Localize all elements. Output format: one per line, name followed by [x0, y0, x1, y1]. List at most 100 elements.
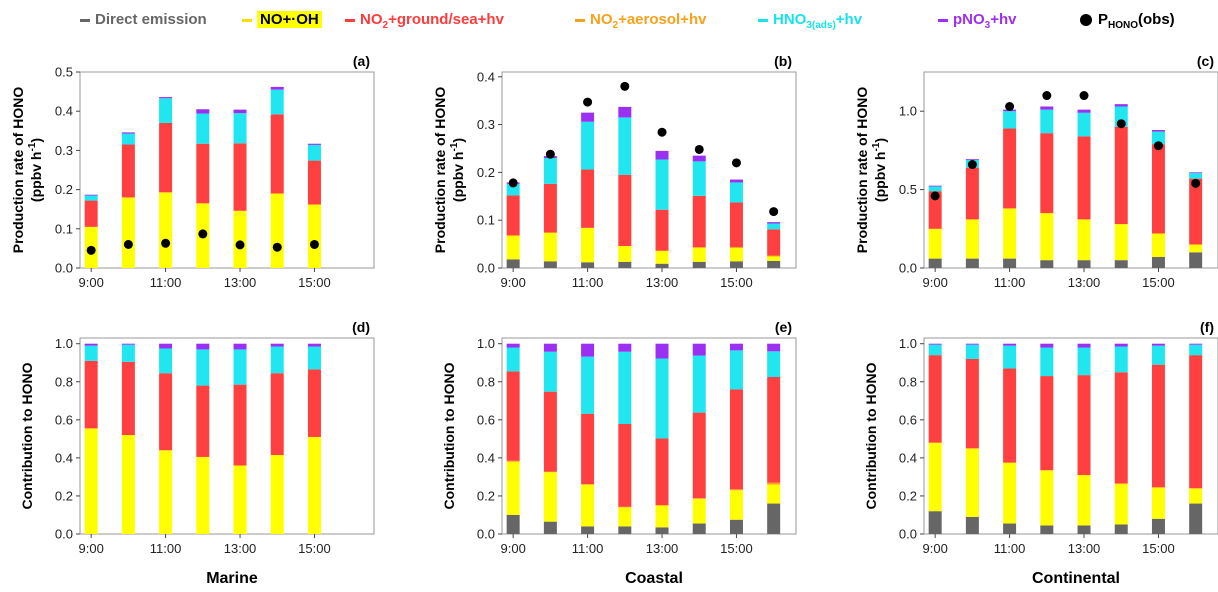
bar-segment-direct [1114, 524, 1128, 534]
bar-segment-nooh [581, 227, 595, 263]
legend-item-aerosol: NO2+aerosol+hv [575, 11, 706, 31]
bar-segment-hno3 [729, 182, 743, 203]
x-tick-label: 11:00 [572, 541, 604, 556]
y-tick-label: 0.4 [477, 450, 495, 465]
x-tick-label: 11:00 [150, 541, 182, 556]
legend-dash-icon [345, 18, 355, 22]
panel-label: (c) [1197, 53, 1214, 69]
y-tick-label: 0.4 [55, 450, 73, 465]
bar-segment-pno3 [692, 155, 706, 162]
bar-segment-direct [581, 262, 595, 268]
bar-segment-nooh [84, 428, 98, 534]
x-tick-label: 11:00 [994, 275, 1026, 290]
y-axis-title: Production rate of HONO [432, 87, 448, 254]
bar-segment-nooh [506, 235, 520, 260]
bar-segment-nooh [121, 197, 135, 268]
y-tick-label: 1.0 [899, 336, 917, 351]
bar-segment-hno3 [506, 347, 520, 372]
bar-segment-ground [618, 174, 632, 247]
bar-segment-direct [655, 527, 669, 534]
bar-segment-hno3 [307, 346, 321, 370]
y-tick-label: 1.0 [899, 104, 917, 119]
bar-segment-ground [1077, 375, 1091, 476]
y-tick-label: 0.5 [55, 65, 73, 80]
bar-segment-nooh [270, 193, 284, 268]
bar-segment-hno3 [767, 223, 781, 230]
bar-segment-pno3 [1003, 343, 1017, 346]
bar-segment-ground [965, 167, 979, 220]
bar-segment-nooh [1189, 488, 1203, 504]
bar-segment-hno3 [965, 344, 979, 359]
bar-segment-ground [307, 160, 321, 205]
y-tick-label: 0.2 [477, 165, 495, 180]
x-tick-label: 15:00 [298, 541, 331, 556]
chart-panel-b: 0.0 0.1 0.2 0.3 0.4 9:00 11:00 13:00 15:00 (b) Pro… [432, 53, 797, 290]
bar-segment-direct [1040, 525, 1054, 534]
y-tick-label: 0.2 [477, 488, 495, 503]
bar-segment-ground [655, 209, 669, 251]
bar-segment-nooh [506, 461, 520, 515]
bar-segment-pno3 [196, 343, 210, 350]
bar-segment-ground [196, 143, 210, 204]
y-axis-title: Production rate of HONO [854, 87, 870, 254]
bar-segment-nooh [1040, 213, 1054, 261]
bar-segment-hno3 [581, 356, 595, 414]
y-tick-label: 0.0 [55, 527, 73, 542]
legend-item-pno3: pNO3+hv [938, 11, 1017, 31]
bar-segment-nooh [729, 247, 743, 262]
x-tick-label: 11:00 [994, 541, 1026, 556]
y-tick-label: 0.4 [477, 69, 495, 84]
bar-segment-direct [1189, 252, 1203, 268]
bar-segment-nooh [928, 442, 942, 512]
bar-segment-aerosol [655, 505, 669, 506]
bar-segment-pno3 [84, 343, 98, 346]
bar-segment-pno3 [767, 222, 781, 224]
bar-segment-pno3 [1189, 172, 1203, 174]
legend-item-ground: NO2+ground/sea+hv [345, 11, 504, 31]
bar-segment-pno3 [928, 185, 942, 187]
bar-segment-aerosol [692, 498, 706, 499]
y-tick-label: 0.1 [55, 221, 73, 236]
bar-segment-ground [1040, 376, 1054, 471]
bar-segment-direct [692, 523, 706, 534]
bar-segment-ground [121, 144, 135, 198]
bar-segment-hno3 [1077, 112, 1091, 137]
bar-segment-ground [767, 377, 781, 483]
bar-segment-ground [159, 373, 173, 451]
bar-segment-aerosol [767, 255, 781, 257]
bar-segment-ground [581, 413, 595, 485]
bar-segment-pno3 [965, 343, 979, 345]
bar-segment-direct [1003, 523, 1017, 534]
bar-segment-hno3 [543, 351, 557, 392]
bar-segment-hno3 [581, 121, 595, 170]
legend-dash-icon [938, 18, 948, 22]
bar-segment-nooh [1077, 219, 1091, 261]
obs-point [1079, 91, 1089, 101]
bar-segment-hno3 [1077, 347, 1091, 376]
bar-segment-direct [767, 503, 781, 534]
bar-segment-ground [928, 191, 942, 229]
obs-point [1191, 178, 1201, 188]
bar-segment-hno3 [270, 346, 284, 374]
y-tick-label: 1.0 [55, 336, 73, 351]
bar-segment-ground [1189, 355, 1203, 489]
obs-point [657, 127, 667, 137]
bar-segment-hno3 [692, 355, 706, 413]
bar-segment-nooh [767, 256, 781, 261]
bar-segment-direct [1077, 525, 1091, 534]
x-tick-label: 13:00 [646, 275, 679, 290]
bar-segment-hno3 [121, 344, 135, 362]
bar-segment-nooh [618, 507, 632, 527]
obs-point [272, 242, 282, 252]
bar-segment-nooh [655, 505, 669, 528]
bar-segment-hno3 [121, 133, 135, 145]
obs-point [508, 178, 518, 188]
bar-segment-hno3 [233, 113, 247, 144]
bar-segment-hno3 [307, 144, 321, 161]
bar-segment-direct [729, 261, 743, 268]
bar-segment-direct [1151, 257, 1165, 268]
legend-dash-icon [242, 18, 252, 22]
bar-segment-hno3 [928, 186, 942, 192]
bar-segment-ground [1040, 133, 1054, 214]
bar-segment-ground [618, 424, 632, 507]
